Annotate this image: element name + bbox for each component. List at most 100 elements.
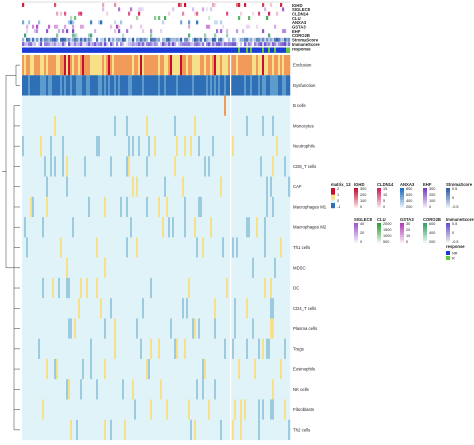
heatmap-cell [268, 277, 271, 299]
track-cell [172, 37, 175, 42]
heatmap-cell [114, 95, 117, 116]
heatmap-cell [126, 298, 129, 319]
heatmap-cell [114, 136, 117, 157]
heatmap-cell [162, 95, 165, 116]
heatmap-cell [174, 338, 177, 360]
heatmap-cell [176, 237, 179, 258]
heatmap-cell [110, 277, 113, 299]
track-cell [150, 42, 153, 47]
track-cell [216, 42, 219, 47]
heatmap-cell [138, 115, 141, 137]
heatmap-cell [226, 298, 229, 319]
heatmap-cell [178, 75, 181, 96]
heatmap-cell [256, 176, 259, 197]
heatmap-cell [142, 217, 145, 238]
legend-tick: 10 [383, 193, 387, 197]
heatmap-cell [264, 419, 267, 441]
heatmap-cell [40, 379, 43, 400]
track-cell [284, 29, 287, 34]
heatmap-cell [90, 136, 93, 157]
heatmap-cell [248, 115, 251, 137]
heatmap-cell [174, 136, 177, 157]
heatmap-cell [100, 318, 103, 339]
heatmap-cell [140, 196, 143, 218]
row-label: Macrophages M1 [293, 204, 327, 209]
heatmap-cell [134, 156, 137, 177]
track-cell [266, 16, 269, 20]
heatmap-cell [254, 379, 257, 400]
heatmap-cell [172, 217, 175, 238]
heatmap-cell [232, 277, 235, 299]
heatmap-cell [58, 196, 61, 218]
row-label: DC [293, 286, 299, 291]
heatmap-cell [108, 257, 111, 278]
heatmap-cell [192, 55, 195, 76]
heatmap-cell [194, 419, 197, 441]
heatmap-cell [280, 136, 283, 157]
track-cell [188, 42, 191, 47]
heatmap-cell [54, 399, 57, 420]
heatmap-cell [284, 136, 287, 157]
heatmap-cell [114, 115, 117, 137]
heatmap-cell [22, 237, 25, 258]
heatmap-cell [272, 358, 275, 380]
heatmap-cell [228, 156, 231, 177]
heatmap-cell [258, 95, 261, 116]
track-cell [44, 42, 47, 47]
heatmap-cell [28, 115, 31, 137]
heatmap-cell [220, 338, 223, 360]
heatmap-cell [192, 358, 195, 380]
heatmap-cell [272, 318, 275, 339]
track-cell [54, 3, 57, 7]
heatmap-cell [244, 338, 247, 360]
heatmap-cell [156, 95, 159, 116]
track-cell [146, 37, 149, 42]
heatmap-cell [200, 237, 203, 258]
heatmap-cell [132, 176, 135, 197]
heatmap-cell [62, 298, 65, 319]
heatmap-cell [42, 358, 45, 380]
heatmap-cell [250, 55, 253, 76]
heatmap-cell [272, 217, 275, 238]
heatmap-cell [198, 75, 201, 96]
heatmap-cell [124, 156, 127, 177]
heatmap-cell [184, 95, 187, 116]
heatmap-cell [178, 237, 181, 258]
heatmap-cell [168, 338, 171, 360]
track-cell [152, 37, 155, 42]
heatmap-cell [134, 95, 137, 116]
heatmap-cell [110, 196, 113, 218]
response-R-cell [250, 47, 252, 53]
legend-swatch [331, 198, 335, 200]
heatmap-cell [22, 419, 25, 441]
heatmap-cell [288, 419, 291, 441]
heatmap-cell [154, 217, 157, 238]
heatmap-cell [180, 399, 183, 420]
row-label: Fibroblasts [293, 407, 314, 412]
heatmap-cell [268, 318, 271, 339]
heatmap-cell [94, 257, 97, 278]
heatmap-cell [44, 399, 47, 420]
legend-tick: 200 [429, 240, 435, 244]
heatmap-cell [212, 419, 215, 441]
heatmap-cell [34, 419, 37, 441]
heatmap-cell [40, 136, 43, 157]
heatmap-cell [194, 136, 197, 157]
heatmap-cell [244, 399, 247, 420]
heatmap-cell [244, 176, 247, 197]
track-cell [114, 3, 117, 7]
heatmap-cell [62, 75, 65, 96]
heatmap-cell [94, 196, 97, 218]
heatmap-cell [272, 298, 275, 319]
heatmap-cell [120, 277, 123, 299]
track-cell [266, 42, 269, 47]
heatmap-cell [54, 196, 57, 218]
heatmap-cell [188, 399, 191, 420]
heatmap-cell [88, 419, 91, 441]
heatmap-cell [22, 55, 25, 76]
heatmap-cell [274, 379, 277, 400]
track-cell [238, 3, 241, 7]
heatmap-cell [264, 115, 267, 137]
heatmap-cell [152, 379, 155, 400]
heatmap-cell [288, 115, 291, 137]
